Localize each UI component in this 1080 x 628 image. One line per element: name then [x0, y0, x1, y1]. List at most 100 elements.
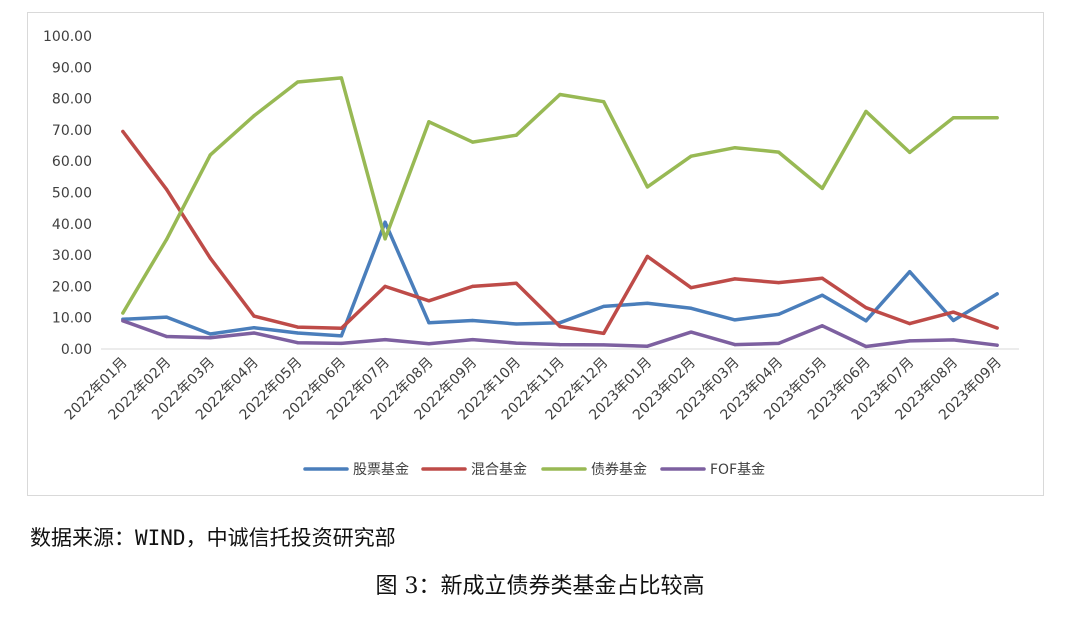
data-point: [558, 343, 562, 347]
y-tick-label: 20.00: [52, 279, 92, 295]
data-point: [820, 324, 824, 328]
data-point: [470, 318, 475, 323]
data-point: [208, 153, 212, 157]
data-point: [296, 325, 300, 329]
y-tick-label: 60.00: [52, 154, 92, 170]
data-point: [689, 330, 693, 334]
data-point: [864, 344, 868, 349]
chart-frame: [27, 12, 1044, 496]
data-point: [470, 140, 475, 144]
data-point: [602, 304, 606, 309]
data-point: [820, 186, 824, 191]
data-point: [776, 150, 781, 154]
data-point: [514, 322, 518, 326]
data-point: [645, 344, 650, 348]
data-point: [951, 338, 956, 342]
data-point: [514, 341, 518, 345]
data-point: [776, 312, 781, 316]
y-tick-label: 50.00: [52, 186, 92, 202]
data-point: [427, 299, 431, 303]
legend-label: 股票基金: [353, 461, 409, 478]
data-point: [164, 237, 169, 242]
y-tick-label: 90.00: [52, 60, 92, 76]
data-point: [383, 220, 387, 224]
data-point: [908, 270, 912, 274]
data-point: [252, 314, 256, 318]
data-point: [733, 343, 737, 347]
series-line-0: [121, 220, 999, 338]
figure-caption: 图 3：新成立债券类基金占比较高: [375, 574, 705, 599]
data-point: [514, 281, 518, 285]
data-point: [908, 150, 912, 155]
y-tick-label: 40.00: [52, 217, 92, 233]
data-point: [820, 293, 824, 297]
data-point: [296, 80, 300, 84]
data-point: [427, 321, 431, 325]
data-point: [121, 129, 125, 134]
data-point: [995, 292, 999, 296]
data-point: [951, 116, 956, 120]
data-source-note: 数据来源：WIND，中诚信托投资研究部: [30, 526, 396, 550]
data-point: [339, 341, 344, 345]
data-point: [908, 339, 912, 343]
data-point: [864, 109, 868, 114]
data-point: [995, 116, 999, 120]
y-tick-label: 10.00: [52, 311, 92, 327]
series-line-2: [121, 76, 999, 315]
data-point: [689, 286, 693, 290]
data-point: [296, 341, 300, 345]
data-point: [645, 254, 650, 258]
legend-label: 混合基金: [471, 461, 527, 478]
data-point: [208, 332, 212, 336]
y-tick-label: 30.00: [52, 248, 92, 264]
data-point: [164, 334, 169, 339]
data-point: [645, 301, 650, 305]
data-point: [208, 256, 212, 260]
data-point: [208, 336, 212, 340]
data-point: [951, 310, 956, 314]
data-point: [121, 311, 125, 315]
data-point: [252, 326, 256, 330]
legend-label: 债券基金: [591, 461, 647, 478]
data-point: [470, 284, 475, 288]
data-point: [121, 319, 125, 323]
data-point: [383, 237, 387, 241]
data-point: [383, 338, 387, 342]
data-point: [995, 326, 999, 330]
data-point: [339, 326, 344, 330]
data-point: [908, 322, 912, 326]
legend: 股票基金 混合基金 债券基金 FOF基金: [303, 461, 765, 478]
data-point: [514, 133, 518, 137]
series-lines: [121, 76, 999, 349]
data-point: [558, 324, 562, 329]
data-point: [820, 276, 824, 280]
data-point: [776, 281, 781, 285]
data-point: [733, 146, 737, 150]
data-point: [864, 319, 868, 323]
data-point: [339, 76, 344, 80]
series-line-1: [121, 129, 999, 336]
data-point: [733, 277, 737, 281]
data-point: [470, 338, 475, 342]
data-point: [252, 114, 256, 118]
y-tick-label: 0.00: [61, 342, 92, 358]
data-point: [164, 315, 169, 319]
data-point: [645, 185, 650, 189]
data-point: [689, 306, 693, 310]
legend-label: FOF基金: [710, 461, 765, 478]
data-point: [339, 334, 344, 338]
data-point: [602, 331, 606, 335]
data-point: [427, 342, 431, 346]
y-tick-label: 80.00: [52, 92, 92, 108]
y-tick-label: 70.00: [52, 123, 92, 139]
data-point: [164, 187, 169, 191]
data-point: [558, 92, 562, 97]
data-point: [252, 331, 256, 335]
data-point: [296, 331, 300, 335]
data-point: [776, 341, 781, 345]
data-point: [602, 100, 606, 104]
data-point: [864, 306, 868, 310]
y-tick-label: 100.00: [43, 29, 92, 45]
data-point: [689, 154, 693, 158]
